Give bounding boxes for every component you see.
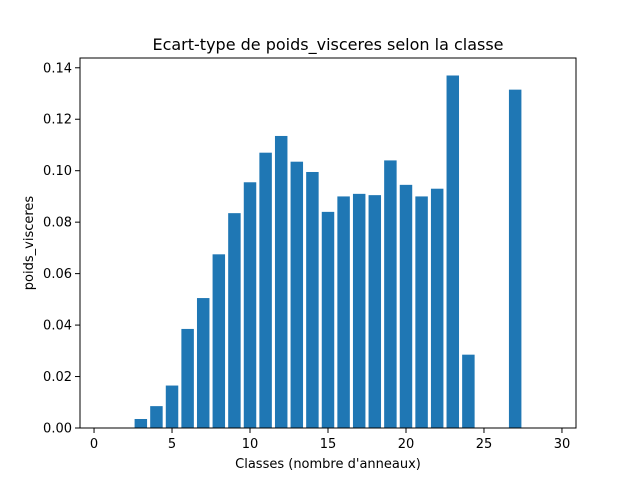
bar-8: [212, 254, 226, 428]
x-tick-label: 10: [242, 437, 259, 452]
bar-27: [508, 89, 522, 428]
bar-23: [446, 75, 460, 428]
bar-9: [228, 213, 241, 428]
bar-6: [181, 328, 194, 428]
bar-18: [368, 195, 382, 428]
x-tick-label: 0: [90, 437, 98, 452]
x-tick-label: 30: [554, 437, 571, 452]
x-tick-label: 20: [398, 437, 415, 452]
bar-10: [243, 182, 257, 428]
bar-12: [274, 135, 288, 428]
bar-13: [290, 161, 304, 428]
y-tick-label: 0.02: [43, 370, 72, 385]
bar-22: [430, 188, 444, 428]
x-ticks-group: 0 5 10 15 20 25 30: [90, 428, 570, 452]
bar-5: [165, 385, 179, 428]
y-tick-label: 0.14: [43, 61, 72, 76]
bar-17: [352, 193, 366, 428]
x-tick-label: 25: [476, 437, 493, 452]
y-tick-label: 0.04: [43, 319, 72, 334]
bar-11: [259, 152, 272, 428]
y-tick-label: 0.10: [43, 164, 72, 179]
bar-4: [150, 406, 163, 428]
bar-21: [415, 196, 428, 428]
x-axis-label: Classes (nombre d'anneaux): [235, 457, 421, 472]
bar-14: [306, 171, 319, 429]
x-tick-label: 15: [320, 437, 337, 452]
y-axis-label: poids_visceres: [22, 196, 37, 291]
bar-16: [337, 196, 350, 428]
plot-frame: [79, 57, 577, 429]
y-tick-label: 0.06: [43, 267, 72, 282]
bar-24: [462, 354, 475, 428]
bar-15: [321, 211, 335, 428]
bars-group: [134, 75, 522, 429]
y-tick-label: 0.12: [43, 113, 72, 128]
bar-7: [196, 298, 210, 428]
bar-19: [384, 160, 397, 428]
y-tick-label: 0.00: [43, 422, 72, 437]
y-ticks-group: 0.00 0.02 0.04 0.06 0.08 0.10 0.12 0.14: [43, 61, 80, 437]
x-tick-label: 5: [168, 437, 176, 452]
y-tick-label: 0.08: [43, 216, 72, 231]
bar-20: [399, 184, 413, 428]
chart-title: Ecart-type de poids_visceres selon la cl…: [152, 35, 503, 55]
bar-3: [134, 418, 148, 428]
